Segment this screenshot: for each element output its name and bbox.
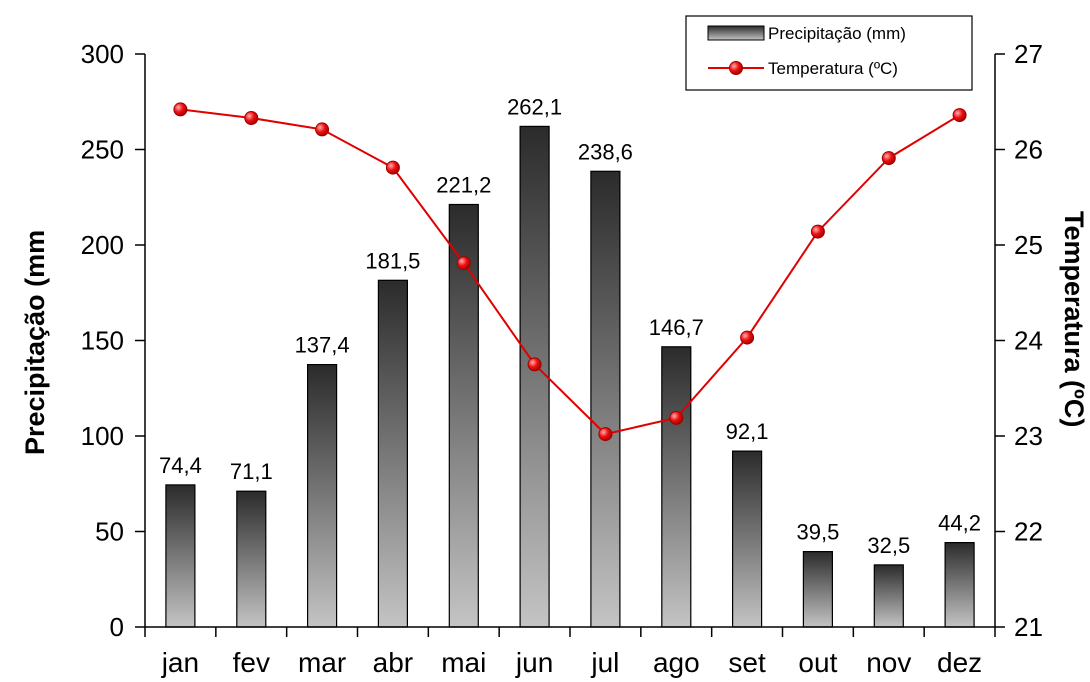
temperature-point-ago xyxy=(669,410,684,425)
precipitation-label-mai: 221,2 xyxy=(436,173,491,198)
precipitation-bar-abr xyxy=(377,279,408,628)
x-tick-label-nov: nov xyxy=(866,647,911,678)
precipitation-label-dez: 44,2 xyxy=(938,511,981,536)
temperature-point-jul xyxy=(598,427,613,442)
temperature-point-mar xyxy=(315,122,330,137)
left-tick-label-150: 150 xyxy=(81,326,124,356)
precipitation-bar-mar xyxy=(307,364,338,628)
precipitation-bar-jun xyxy=(519,125,550,628)
x-tick-label-ago: ago xyxy=(653,647,700,678)
temperature-point-fev xyxy=(244,111,259,125)
precipitation-bars xyxy=(165,125,975,628)
right-tick-label-23: 23 xyxy=(1014,421,1043,451)
x-tick-label-mai: mai xyxy=(441,647,486,678)
right-tick-label-21: 21 xyxy=(1014,612,1043,642)
right-tick-label-24: 24 xyxy=(1014,326,1043,356)
precipitation-bar-out xyxy=(802,550,834,628)
left-axis-title: Precipitação (mm xyxy=(20,230,50,455)
x-tick-label-jan: jan xyxy=(161,647,199,678)
precipitation-bar-jul xyxy=(590,170,621,628)
x-tick-label-jul: jul xyxy=(590,647,619,678)
legend-line-marker xyxy=(729,61,743,75)
x-tick-label-abr: abr xyxy=(373,647,413,678)
legend-temperature-label: Temperatura (ºC) xyxy=(768,59,898,78)
temperature-line-series xyxy=(173,102,967,442)
precipitation-label-jul: 238,6 xyxy=(578,139,633,164)
precipitation-label-ago: 146,7 xyxy=(649,315,704,340)
temperature-point-set xyxy=(740,330,755,345)
right-tick-label-26: 26 xyxy=(1014,135,1043,165)
temperature-point-out xyxy=(810,224,825,239)
precipitation-label-out: 39,5 xyxy=(796,520,839,545)
right-tick-label-25: 25 xyxy=(1014,230,1043,260)
right-tick-label-27: 27 xyxy=(1014,39,1043,69)
temperature-point-mai xyxy=(456,256,471,271)
precipitation-bar-ago xyxy=(661,346,692,628)
temperature-point-nov xyxy=(881,151,896,166)
x-tick-label-fev: fev xyxy=(233,647,270,678)
right-axis-title: Temperatura (ºC) xyxy=(1059,211,1089,427)
left-tick-label-300: 300 xyxy=(81,39,124,69)
left-tick-label-0: 0 xyxy=(110,612,124,642)
temperature-line xyxy=(180,108,961,436)
temperature-point-dez xyxy=(952,108,967,123)
precipitation-bar-fev xyxy=(236,490,267,628)
left-tick-label-50: 50 xyxy=(95,517,124,547)
precipitation-bar-set xyxy=(731,450,763,628)
precipitation-data-labels: 74,4 71,1 137,4 181,5 221,2 262,1 238,6 146,7 92… xyxy=(159,94,981,558)
x-tick-label-set: set xyxy=(728,647,766,678)
precipitation-label-fev: 71,1 xyxy=(230,459,273,484)
precipitation-bar-dez xyxy=(944,541,975,628)
legend-precipitation-label: Precipitação (mm) xyxy=(768,24,906,43)
precipitation-bar-nov xyxy=(873,564,904,628)
temperature-point-jan xyxy=(173,102,188,117)
precipitation-label-nov: 32,5 xyxy=(867,533,910,558)
x-tick-label-mar: mar xyxy=(298,647,346,678)
temperature-point-jun xyxy=(527,357,542,372)
precipitation-label-abr: 181,5 xyxy=(365,248,420,273)
x-tick-label-dez: dez xyxy=(937,647,982,678)
x-tick-label-jun: jun xyxy=(515,647,553,678)
precipitation-label-jan: 74,4 xyxy=(159,453,202,478)
x-tick-label-out: out xyxy=(798,647,837,678)
temperature-point-abr xyxy=(385,160,400,175)
precipitation-label-set: 92,1 xyxy=(726,419,769,444)
precipitation-label-mar: 137,4 xyxy=(295,333,350,358)
left-tick-label-200: 200 xyxy=(81,230,124,260)
legend-bar-swatch xyxy=(707,25,765,41)
precipitation-label-jun: 262,1 xyxy=(507,94,562,119)
right-tick-label-22: 22 xyxy=(1014,517,1043,547)
precipitation-bar-mai xyxy=(448,203,479,628)
left-tick-label-250: 250 xyxy=(81,135,124,165)
legend: Precipitação (mm) Temperatura (ºC) xyxy=(685,15,973,91)
left-tick-label-100: 100 xyxy=(81,421,124,451)
precipitation-bar-jan xyxy=(165,484,196,628)
